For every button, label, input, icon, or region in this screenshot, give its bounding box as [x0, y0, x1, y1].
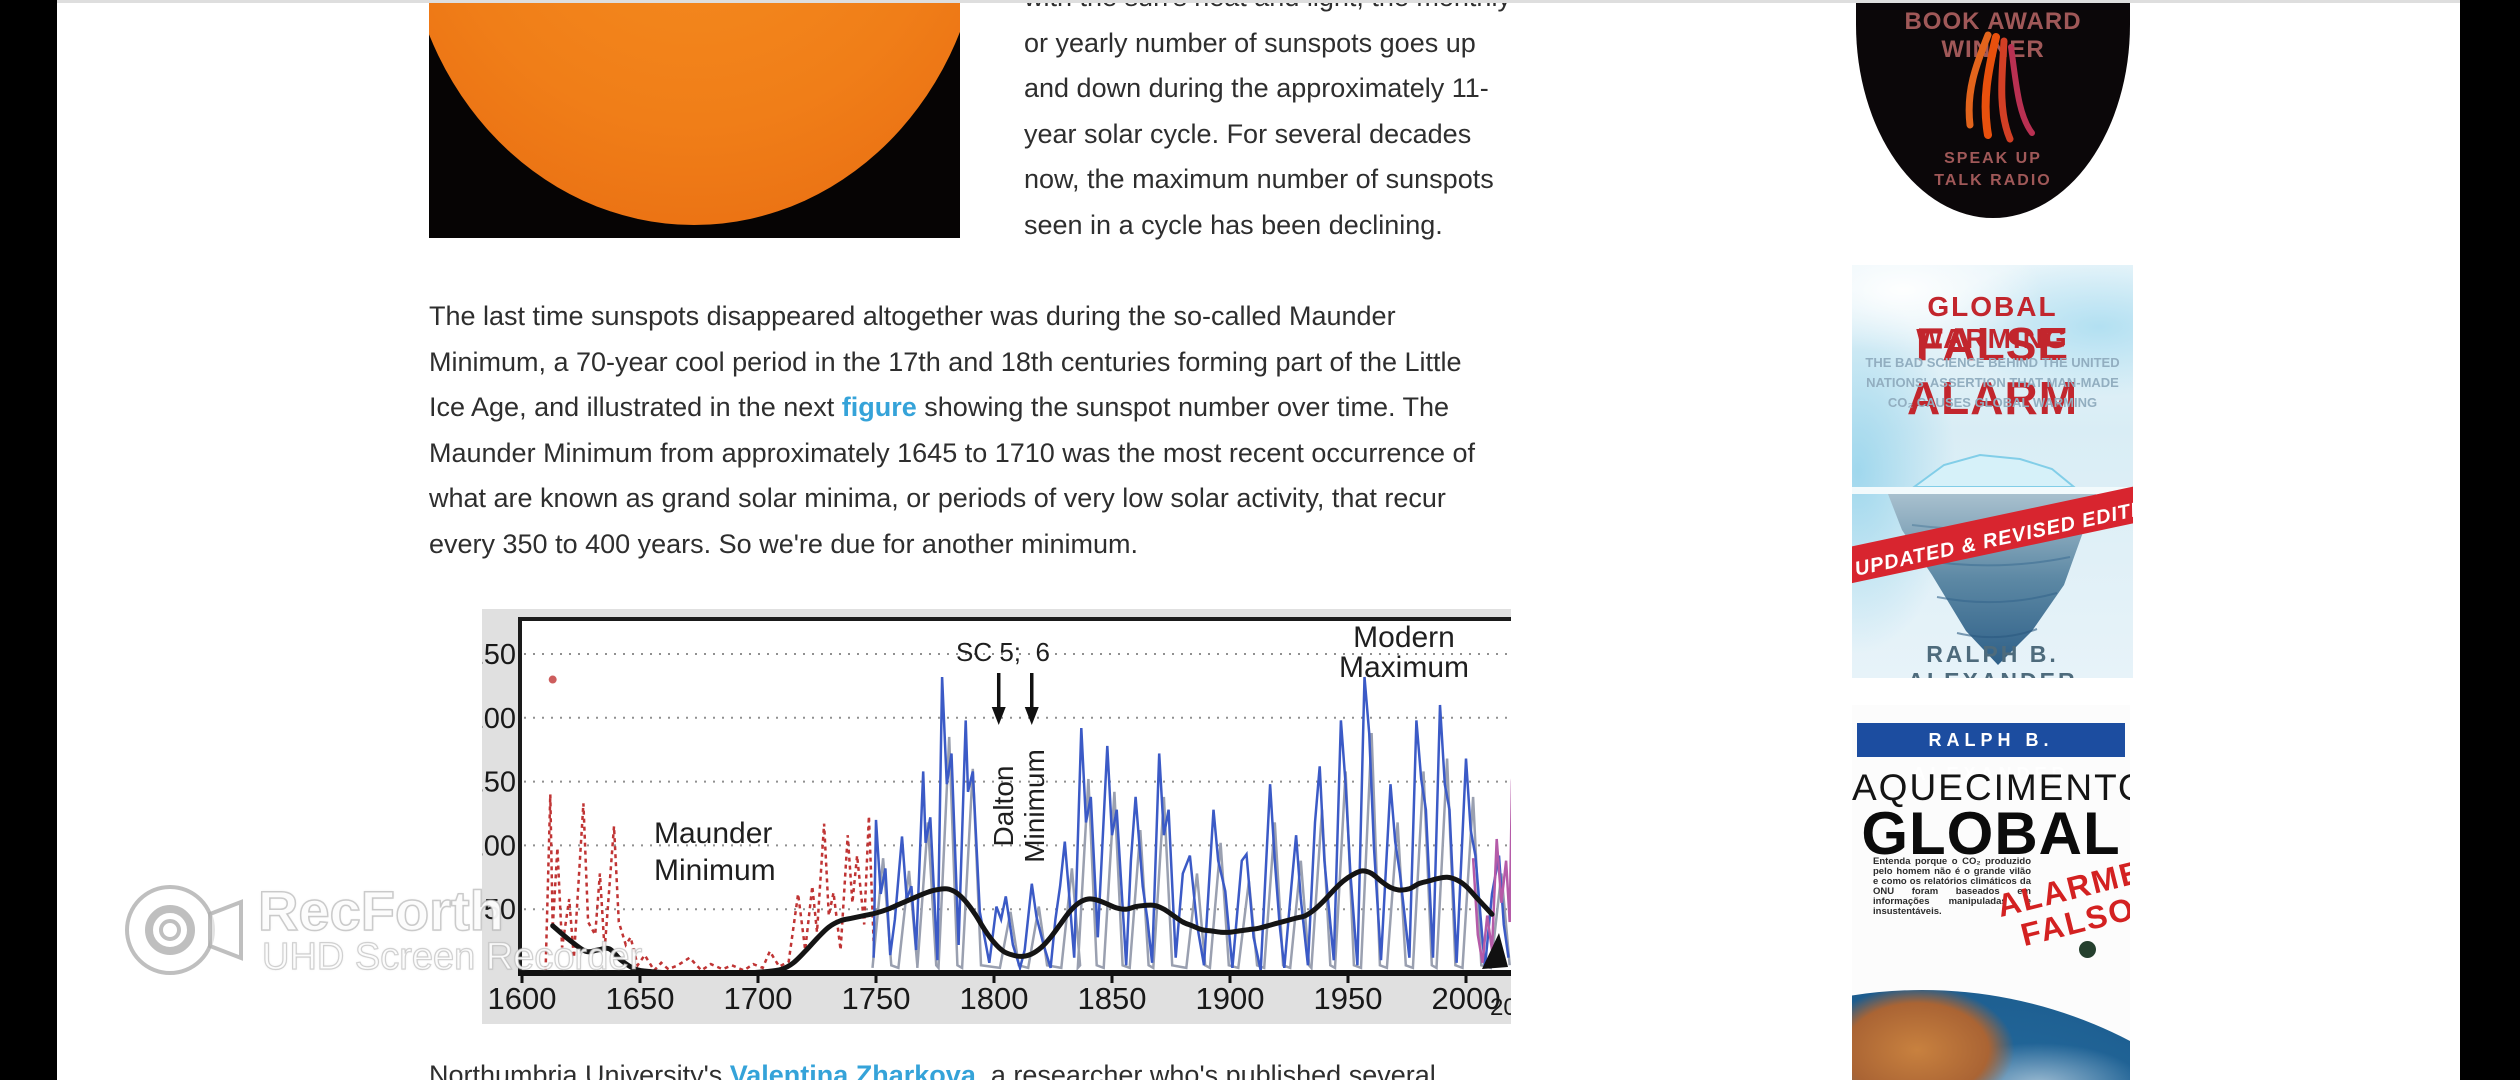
svg-text:200: 200: [482, 703, 516, 735]
svg-text:1950: 1950: [1314, 981, 1383, 1016]
flame-icon: [1965, 31, 2035, 143]
svg-text:1900: 1900: [1196, 981, 1265, 1016]
solar-cycle-5-6-annotation: SC 5; 6: [956, 637, 1050, 667]
book-title-line: GLOBAL: [1861, 800, 2121, 867]
intro-paragraph: with the sun's heat and light, the month…: [1024, 3, 1511, 248]
book-title-line: AQUECIMENTO: [1852, 767, 2130, 808]
book-title-line: FALSE ALARM: [1906, 318, 2079, 424]
paragraph-text: Ice Age, and illustrated in the next: [429, 392, 842, 422]
intro-line: with the sun's heat and light, the month…: [1024, 3, 1511, 21]
svg-text:1600: 1600: [488, 981, 557, 1016]
main-paragraph: The last time sunspots disappeared altog…: [429, 294, 1475, 567]
svg-text:1850: 1850: [1078, 981, 1147, 1016]
book-description: Entenda porque o CO₂ produzido pelo home…: [1873, 856, 2031, 917]
sunspot-number-chart: 1600 1650 1700 1750 1800 1850 1900 1950 2000 50 10…: [482, 609, 1511, 1024]
svg-text:1700: 1700: [724, 981, 793, 1016]
paragraph-text: Northumbria University's: [429, 1060, 730, 1080]
webpage-content: with the sun's heat and light, the month…: [57, 0, 2460, 1080]
paragraph-line: what are known as grand solar minima, or…: [429, 483, 1446, 513]
svg-text:1650: 1650: [606, 981, 675, 1016]
sun-disk-graphic: [429, 3, 960, 225]
next-paragraph-line: Northumbria University's Valentina Zhark…: [429, 1053, 1436, 1080]
valentina-zharkova-link[interactable]: Valentina Zharkova: [729, 1060, 976, 1080]
paragraph-line: The last time sunspots disappeared altog…: [429, 301, 1396, 331]
dalton-minimum-annotation: Dalton Minimum: [988, 749, 1050, 863]
book-cover-false-alarm[interactable]: GLOBAL WARMING FALSE ALARM THE BAD SCIEN…: [1852, 265, 2133, 678]
publisher-logo: [2079, 941, 2096, 958]
paragraph-line: Ice Age, and illustrated in the next fig…: [429, 385, 1475, 431]
paragraph-line: Minimum, a 70-year cool period in the 17…: [429, 346, 1462, 377]
paragraph-text: , a researcher who's published several: [975, 1060, 1436, 1080]
earth-graphic: [1852, 990, 2130, 1080]
intro-line: or yearly number of sunspots goes up: [1024, 27, 1476, 58]
intro-line: year solar cycle. For several decades: [1024, 118, 1472, 149]
sunspot-chart-svg: 1600 1650 1700 1750 1800 1850 1900 1950 2000 50 10…: [482, 617, 1511, 1021]
svg-text:1800: 1800: [960, 981, 1029, 1016]
book-title-line: GLOBAL WARMING: [1916, 291, 2069, 354]
paragraph-line: every 350 to 400 years. So we're due for…: [429, 528, 1139, 559]
book-author-banner: RALPH B. ALEXANDER: [1857, 723, 2125, 784]
svg-text:150: 150: [482, 767, 516, 799]
book-award-badge[interactable]: BOOK AWARD WINNER SPEAK UP TALK RADIO: [1856, 3, 2130, 218]
figure-link[interactable]: figure: [841, 392, 917, 422]
modern-maximum-annotation: Modern Maximum: [1338, 621, 1469, 684]
badge-subtitle: TALK RADIO: [1934, 172, 2052, 189]
svg-text:2000: 2000: [1432, 981, 1501, 1016]
intro-line: now, the maximum number of sunspots: [1024, 164, 1494, 194]
maunder-minimum-annotation: Maunder Minimum: [654, 817, 776, 887]
book-subtitle: THE BAD SCIENCE BEHIND THE UNITED NATION…: [1865, 355, 2120, 410]
svg-text:1750: 1750: [842, 981, 911, 1016]
svg-text:250: 250: [482, 639, 516, 671]
svg-text:100: 100: [482, 830, 516, 862]
book-cover-aquecimento-global[interactable]: RALPH B. ALEXANDER AQUECIMENTO GLOBAL En…: [1852, 705, 2130, 1080]
paragraph-line: Maunder Minimum from approximately 1645 …: [429, 437, 1475, 468]
book-author: RALPH B. ALEXANDER: [1907, 641, 2074, 678]
svg-text:50: 50: [484, 894, 516, 926]
intro-line: and down during the approximately 11-: [1024, 73, 1489, 103]
sun-photo-image: [429, 3, 960, 238]
svg-text:20: 20: [1490, 994, 1511, 1021]
badge-subtitle: SPEAK UP: [1944, 150, 2042, 167]
intro-line: seen in a cycle has been declining.: [1024, 209, 1443, 240]
paragraph-text: showing the sunspot number over time. Th…: [916, 392, 1450, 422]
